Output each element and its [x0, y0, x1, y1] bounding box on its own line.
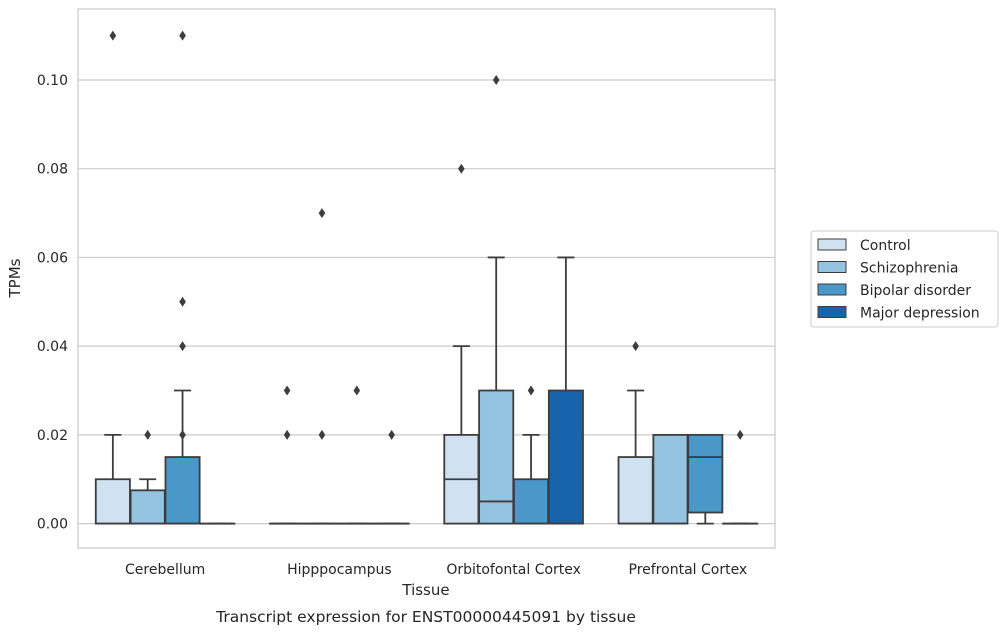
outlier-point [388, 429, 395, 440]
legend: Control Schizophrenia Bipolar disorder Majo… [810, 230, 999, 328]
y-tick-labels: 0.00 0.02 0.04 0.06 0.08 0.10 [37, 73, 68, 533]
outlier-point [353, 385, 361, 396]
outlier-point [179, 30, 186, 41]
outlier-point [283, 385, 291, 396]
box-body [547, 389, 584, 525]
outlier-point [318, 208, 326, 219]
x-tick-label: Orbitofontal Cortex [446, 562, 581, 578]
legend-label: Schizophrenia [860, 261, 958, 277]
legend-items: Control Schizophrenia Bipolar disorder Majo… [817, 238, 980, 322]
box-body [478, 389, 515, 525]
box-0-2 [164, 30, 201, 525]
outlier-point [492, 74, 500, 85]
box-body [617, 456, 654, 525]
legend-swatch [817, 261, 847, 273]
plot-frame [77, 8, 776, 549]
chart-caption: Transcript expression for ENST0000044509… [215, 608, 636, 626]
y-tick-label: 0.10 [37, 73, 68, 89]
legend-label: Bipolar disorder [860, 283, 971, 299]
box-1-2 [338, 385, 375, 525]
x-tick-label: Prefrontal Cortex [629, 562, 748, 578]
box-0-0 [94, 30, 131, 525]
y-tick-label: 0.08 [37, 162, 68, 178]
outlier-point [632, 341, 639, 352]
y-tick-label: 0.06 [37, 250, 68, 266]
x-tick-label: Hipppocampus [287, 562, 392, 578]
box-3-1 [652, 433, 689, 525]
box-body [94, 478, 131, 525]
box-0-1 [129, 429, 166, 525]
box-2-3 [547, 256, 584, 525]
y-tick-label: 0.02 [37, 428, 68, 444]
box-2-1 [478, 74, 515, 525]
box-3-0 [617, 341, 654, 525]
box-2-0 [443, 163, 480, 525]
box-body [513, 478, 550, 525]
outlier-point [144, 429, 151, 440]
outlier-point [179, 429, 186, 440]
box-2-2 [513, 385, 550, 525]
legend-swatch [817, 283, 847, 296]
box-3-2 [687, 433, 724, 525]
outlier-point [283, 429, 291, 440]
box-body [129, 489, 166, 525]
x-tick-label: Cerebellum [125, 562, 205, 578]
y-tick-label: 0.00 [37, 517, 68, 533]
y-tick-label: 0.04 [37, 339, 68, 355]
outlier-point [179, 296, 186, 307]
outlier-point [736, 429, 744, 440]
outlier-point [318, 429, 326, 440]
box-body [164, 456, 201, 525]
y-axis-title: TPMs [6, 258, 24, 298]
outlier-point [527, 385, 535, 396]
outlier-point [458, 163, 465, 174]
box-3-3 [722, 429, 759, 525]
legend-swatch [817, 238, 847, 251]
box-body [652, 433, 689, 525]
box-1-0 [269, 385, 306, 525]
legend-label: Control [860, 238, 911, 254]
legend-label: Major depression [860, 306, 980, 322]
outlier-point [109, 30, 117, 41]
x-tick-labels: Cerebellum Hipppocampus Orbitofontal Corte… [125, 562, 747, 578]
box-body [687, 433, 724, 514]
x-axis-title: Tissue [401, 581, 449, 599]
box-1-3 [373, 429, 410, 525]
outlier-point [179, 341, 186, 352]
legend-frame [810, 230, 999, 328]
box-1-1 [303, 208, 340, 525]
legend-swatch [817, 306, 847, 318]
boxes-layer [94, 30, 759, 525]
